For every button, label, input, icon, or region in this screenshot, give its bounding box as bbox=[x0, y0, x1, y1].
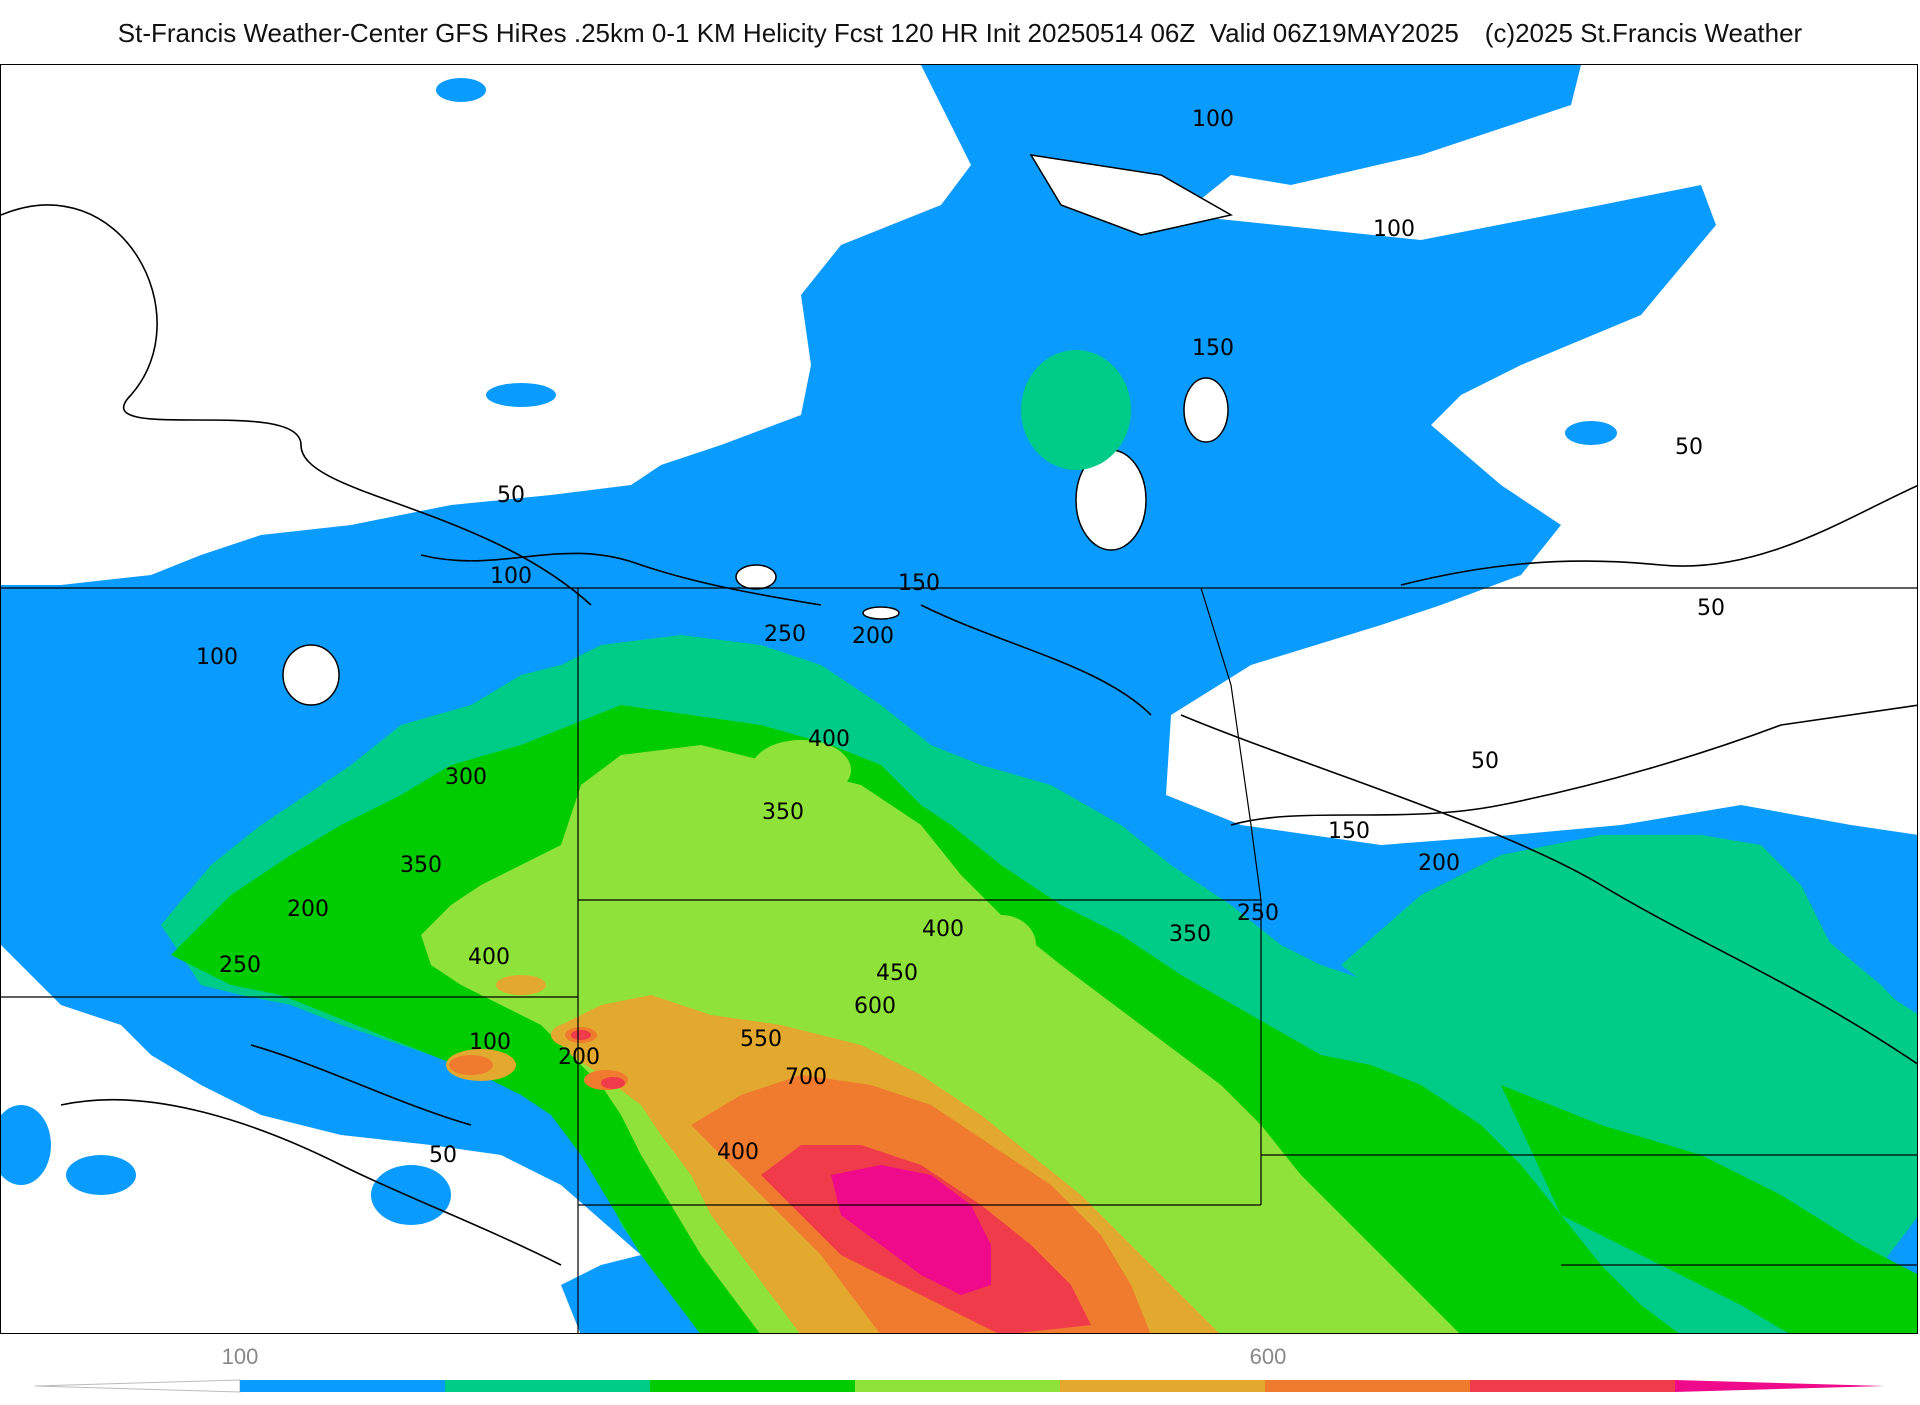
state-boundaries bbox=[1, 587, 1917, 1333]
contour-label: 350 bbox=[1169, 922, 1211, 947]
contour-label: 600 bbox=[854, 994, 896, 1019]
contour-label: 300 bbox=[445, 765, 487, 790]
contour-label: 150 bbox=[1192, 336, 1234, 361]
contour-label: 100 bbox=[1192, 107, 1234, 132]
contour-label: 150 bbox=[1328, 819, 1370, 844]
contour-label: 100 bbox=[490, 564, 532, 589]
contour-label: 100 bbox=[196, 645, 238, 670]
contour-label: 50 bbox=[429, 1143, 457, 1168]
contour-label: 700 bbox=[785, 1065, 827, 1090]
colorbar-swatch-600 bbox=[1470, 1380, 1675, 1392]
colorbar-tick-high: 600 bbox=[1250, 1344, 1287, 1369]
colorbar-swatch-400 bbox=[1060, 1380, 1265, 1392]
colorbar-canvas: 100 600 bbox=[34, 1344, 1885, 1393]
contour-label: 450 bbox=[876, 961, 918, 986]
contour-label: 200 bbox=[287, 897, 329, 922]
contour-label: 50 bbox=[1471, 749, 1499, 774]
contour-label: 400 bbox=[808, 727, 850, 752]
helicity-map: 100 100 150 50 50 50 100 150 250 200 100… bbox=[0, 64, 1918, 1334]
colorbar-tick-low: 100 bbox=[222, 1344, 259, 1369]
contour-label: 250 bbox=[764, 622, 806, 647]
contour-labels: 100 100 150 50 50 50 100 150 250 200 100… bbox=[196, 107, 1725, 1168]
helicity-300-fill bbox=[421, 740, 1459, 1333]
contour-label: 250 bbox=[1237, 901, 1279, 926]
contour-label: 350 bbox=[762, 800, 804, 825]
contour-label: 100 bbox=[1373, 217, 1415, 242]
contour-label: 50 bbox=[1697, 596, 1725, 621]
copyright-text: (c)2025 St.Francis Weather bbox=[1484, 17, 1803, 48]
contour-label: 50 bbox=[497, 483, 525, 508]
colorbar-swatch-500 bbox=[1265, 1380, 1470, 1392]
colorbar-swatch-100 bbox=[240, 1380, 445, 1392]
contour-label: 550 bbox=[740, 1027, 782, 1052]
colorbar-low-arrow bbox=[34, 1379, 241, 1393]
contour-label: 200 bbox=[558, 1045, 600, 1070]
colorbar: 100 600 bbox=[0, 1340, 1920, 1400]
contour-label: 400 bbox=[922, 917, 964, 942]
helicity-700-fill bbox=[831, 1165, 991, 1295]
contour-label: 50 bbox=[1675, 435, 1703, 460]
contour-label: 400 bbox=[468, 945, 510, 970]
colorbar-high-arrow bbox=[1675, 1380, 1885, 1392]
contour-label: 200 bbox=[852, 624, 894, 649]
colorbar-swatch-200 bbox=[650, 1380, 855, 1392]
helicity-map-canvas: 100 100 150 50 50 50 100 150 250 200 100… bbox=[1, 65, 1917, 1333]
contour-label: 200 bbox=[1418, 851, 1460, 876]
colorbar-swatch-300 bbox=[855, 1380, 1060, 1392]
contour-label: 150 bbox=[898, 571, 940, 596]
contour-label: 250 bbox=[219, 953, 261, 978]
map-title-bar: St-Francis Weather-Center GFS HiRes .25k… bbox=[0, 0, 1920, 66]
contour-label: 100 bbox=[469, 1030, 511, 1055]
contour-label: 350 bbox=[400, 853, 442, 878]
colorbar-swatch-150 bbox=[445, 1380, 650, 1392]
contour-lines bbox=[1, 204, 1917, 1266]
contour-label: 400 bbox=[717, 1140, 759, 1165]
map-title: St-Francis Weather-Center GFS HiRes .25k… bbox=[117, 17, 1459, 48]
